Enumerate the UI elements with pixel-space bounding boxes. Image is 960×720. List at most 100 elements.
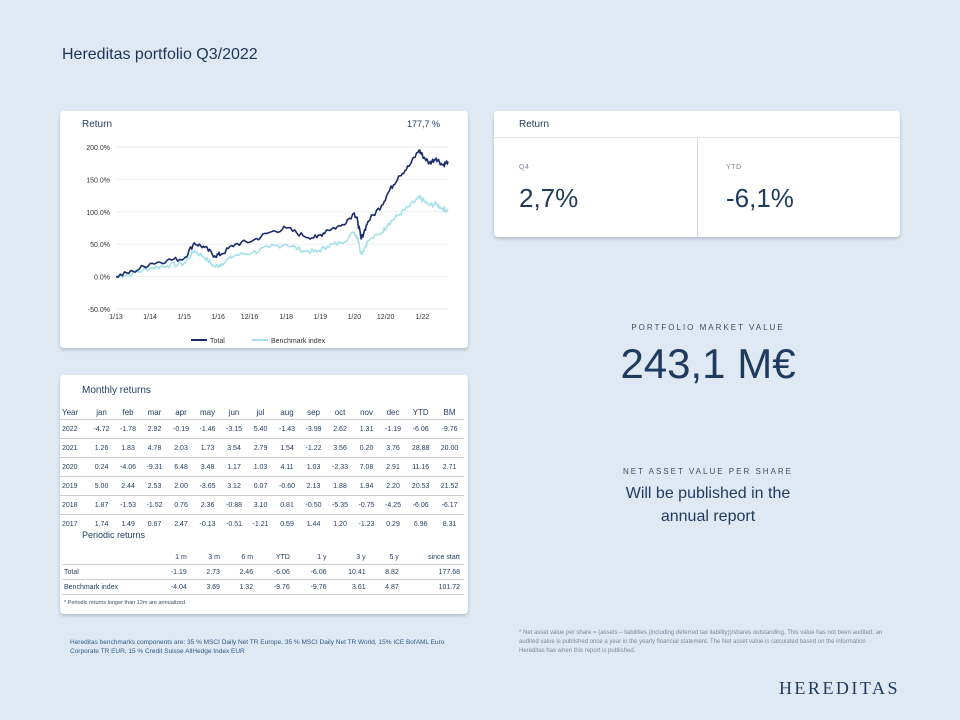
table-cell: -2.33	[326, 457, 354, 477]
ytd-label: YTD	[726, 164, 742, 171]
table-cell: 2.92	[141, 419, 168, 439]
table-cell: 20.53	[406, 476, 436, 496]
table-cell: -6.06	[406, 495, 436, 515]
x-tick-label: 1/15	[177, 314, 191, 321]
table-cell: -1.46	[194, 419, 221, 439]
table-cell: 1.20	[326, 514, 354, 533]
column-header: jan	[96, 407, 107, 417]
column-header: BM	[443, 407, 456, 417]
table-cell: 5.00	[88, 476, 115, 496]
page-title: Hereditas portfolio Q3/2022	[62, 46, 258, 63]
table-cell: 2018	[60, 495, 89, 515]
table-cell: 2.53	[141, 476, 168, 496]
table-cell: 0.24	[88, 457, 115, 477]
table-cell: 2.00	[167, 476, 195, 496]
table-cell: 6.96	[406, 514, 436, 533]
table-cell: 4.11	[273, 457, 301, 477]
table-cell: -6.06	[257, 564, 294, 580]
table-cell: 1.26	[88, 438, 115, 458]
monthly-row: 2020 0.24 -4.06 -9.31 6.48 3.48 1.17 1.03 4.11 1.…	[60, 457, 464, 477]
table-cell: 0.20	[353, 438, 380, 458]
table-cell: 1.31	[353, 419, 380, 439]
table-cell: -6.06	[293, 564, 331, 580]
table-cell: 1.83	[114, 438, 142, 458]
column-header: 1 y	[293, 550, 331, 565]
column-header: may	[199, 407, 216, 417]
table-cell: 1.88	[326, 476, 354, 496]
nav-label: NET ASSET VALUE PER SHARE	[622, 467, 794, 476]
monthly-row: 2017 1.74 1.49 0.67 2.47 -0.13 -0.51 -1.21 0.59 1…	[60, 514, 464, 533]
column-header: oct	[334, 407, 346, 417]
table-cell: -0.60	[273, 476, 301, 496]
table-cell: -3.65	[194, 476, 221, 496]
table-cell: 20.00	[435, 438, 464, 458]
table-cell: 1.03	[247, 457, 274, 477]
table-cell: 3.76	[379, 438, 407, 458]
brand-logo: HEREDITAS	[778, 678, 900, 698]
return-card-header: Return	[519, 119, 550, 130]
column-header: nov	[360, 407, 373, 417]
return-summary-card: Return Q4 2,7% YTD -6,1%	[494, 111, 900, 237]
table-cell: -0.88	[220, 495, 248, 515]
y-tick-label: 100.0%	[86, 210, 110, 217]
nav-text-line2: annual report	[660, 508, 756, 525]
periodic-note: * Periodic returns longer than 12m are a…	[64, 600, 187, 606]
table-cell: 1.87	[88, 495, 115, 515]
column-header: since start	[402, 550, 464, 565]
market-value: 243,1 M€	[620, 340, 796, 387]
x-tick-label: 1/19	[313, 314, 327, 321]
table-cell: 2.13	[300, 476, 327, 496]
monthly-row: 2022 -4.72 -1.78 2.92 -0.19 -1.46 -3.15 5.40 -1.…	[60, 419, 464, 439]
table-cell: 0.81	[273, 495, 301, 515]
table-cell: 3.56	[326, 438, 354, 458]
x-tick-label: 1/18	[279, 314, 293, 321]
monthly-returns-table: Year jan feb mar apr may jun jul aug sep oct nov dec…	[60, 405, 464, 533]
column-header: YTD	[412, 407, 429, 417]
table-cell: -1.21	[247, 514, 274, 533]
table-cell: 3.69	[190, 579, 224, 595]
table-cell: 2021	[60, 438, 89, 458]
x-tick-label: 1/20	[348, 314, 362, 321]
table-cell: -4.72	[88, 419, 115, 439]
column-header	[62, 550, 155, 565]
series-line-total	[115, 149, 449, 279]
table-cell: 8.31	[435, 514, 464, 533]
legend-label: Total	[210, 338, 225, 345]
table-cell: -4.04	[154, 579, 191, 595]
table-cell: 101.72	[402, 579, 464, 595]
table-cell: -0.50	[300, 495, 327, 515]
table-cell: 3.10	[247, 495, 274, 515]
monthly-row: 2021 1.26 1.83 4.78 2.03 1.73 3.54 2.79 1.54 -1.2…	[60, 438, 464, 458]
table-cell: 2.47	[167, 514, 195, 533]
periodic-returns-title: Periodic returns	[82, 530, 146, 540]
table-cell: 2.79	[247, 438, 274, 458]
table-cell: -4.25	[379, 495, 407, 515]
table-cell: 1.17	[220, 457, 248, 477]
table-cell: 0.29	[379, 514, 407, 533]
table-cell: 3.61	[330, 579, 370, 595]
table-cell: -5.35	[326, 495, 354, 515]
q4-value: 2,7%	[519, 183, 579, 213]
x-tick-label: 1/22	[416, 314, 430, 321]
table-cell: 0.59	[273, 514, 301, 533]
chart-total-value: 177,7 %	[406, 119, 440, 129]
y-tick-label: 0.0%	[94, 275, 110, 282]
table-cell: -0.13	[194, 514, 221, 533]
table-cell: -1.19	[379, 419, 407, 439]
y-tick-label: 50.0%	[90, 242, 110, 249]
nav-footnote: * Net asset value per share = (assets – …	[519, 630, 883, 654]
ytd-value: -6,1%	[726, 183, 794, 213]
column-header: dec	[386, 407, 400, 417]
table-cell: -1.23	[353, 514, 380, 533]
table-cell: 2.03	[167, 438, 195, 458]
x-tick-label: 1/14	[143, 314, 157, 321]
table-cell: 28.88	[406, 438, 436, 458]
table-cell: -3.15	[220, 419, 248, 439]
table-cell: 2.44	[114, 476, 142, 496]
table-cell: -0.75	[353, 495, 380, 515]
table-cell: -1.43	[273, 419, 301, 439]
table-cell: 2020	[60, 457, 89, 477]
x-tick-label: 12/20	[377, 314, 395, 321]
table-cell: 1.03	[300, 457, 327, 477]
column-header: jul	[256, 407, 265, 417]
